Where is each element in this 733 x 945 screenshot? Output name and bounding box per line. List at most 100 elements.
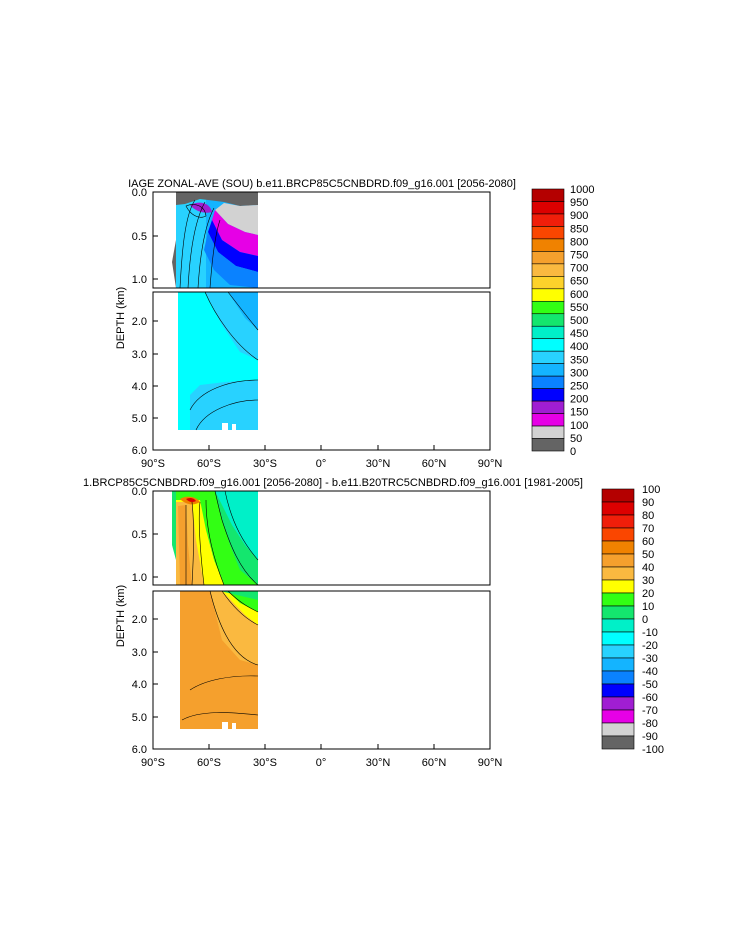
p1-xtick-3: 0° [316,458,327,470]
colorbar-box [531,251,565,265]
colorbar-box [601,618,635,633]
colorbar-box [531,375,565,389]
colorbar-label: 800 [570,236,588,248]
colorbar-label: 100 [642,484,660,496]
colorbar-label: 20 [642,588,654,600]
p2-ytick-4: 3.0 [132,647,147,659]
p2-xtick-4: 30°N [366,757,391,769]
p1-xtick-1: 60°S [197,458,221,470]
p1-xtick-2: 30°S [253,458,277,470]
panel1-field [172,192,259,431]
p1-ytick-5: 4.0 [132,381,147,393]
p2-core-red [186,497,196,503]
colorbar-box [601,566,635,581]
colorbar-label: 950 [570,197,588,209]
colorbar-label: 100 [570,420,588,432]
colorbar-label: 400 [570,341,588,353]
colorbar-label: 900 [570,210,588,222]
colorbar-box [531,276,565,290]
colorbar-box [531,413,565,427]
colorbar-label: 1000 [570,184,594,196]
panel2-title: 1.BRCP85C5CNBDRD.f09_g16.001 [2056-2080]… [83,477,583,489]
p1-ylabel: DEPTH (km) [115,287,127,349]
p2-xticks: 90°S 60°S 30°S 0° 30°N 60°N 90°N [141,757,502,769]
colorbar-box [531,238,565,252]
colorbar-label: -90 [642,731,658,743]
p2-ytick-2: 1.0 [132,572,147,584]
p1-xtick-0: 90°S [141,458,165,470]
colorbar-box [601,709,635,724]
colorbar-box [531,213,565,227]
colorbar-label: -40 [642,666,658,678]
p1-west-edge [172,240,176,288]
p2-ytick-7: 6.0 [132,744,147,756]
colorbar-label: 50 [570,433,582,445]
p2-contours [181,490,259,721]
colorbar-label: 90 [642,497,654,509]
colorbar-label: 0 [570,446,576,458]
p1-deep-light [190,380,258,430]
p2-orange [178,505,192,585]
colorbar-box [601,514,635,529]
colorbar-box [601,670,635,685]
colorbar-box [531,363,565,377]
colorbar-box [601,527,635,542]
colorbar-box [601,657,635,672]
p2-frame-upper [152,490,491,586]
colorbar-1: 1000950900850800750700650600550500450400… [531,184,594,458]
p1-contour-core [185,204,207,218]
colorbar-label: 350 [570,354,588,366]
colorbar-label: 200 [570,394,588,406]
p1-ytick-7: 6.0 [132,445,147,457]
colorbar-label: 10 [642,601,654,613]
colorbar-box [601,553,635,568]
colorbar-box [531,338,565,352]
p1-ytick-2: 1.0 [132,274,147,286]
colorbar-box [531,188,565,202]
p1-contours [179,199,259,431]
colorbar-label: 250 [570,381,588,393]
colorbar-label: 80 [642,510,654,522]
colorbar-label: 750 [570,250,588,262]
p1-xtick-6: 90°N [478,458,503,470]
p2-west-green [172,491,176,560]
colorbar-label: -70 [642,705,658,717]
colorbar-box [601,683,635,698]
colorbar-label: -10 [642,627,658,639]
colorbar-box [531,438,565,452]
colorbar-label: 500 [570,315,588,327]
colorbar-label: -50 [642,679,658,691]
p2-xtick-0: 90°S [141,757,165,769]
colorbar-label: -30 [642,653,658,665]
colorbar-box [531,226,565,240]
p2-xtick-6: 90°N [478,757,503,769]
colorbar-box [601,644,635,659]
colorbar-label: 650 [570,276,588,288]
colorbar-label: -80 [642,718,658,730]
colorbar-box [601,696,635,711]
colorbar-2: 1009080706050403020100-10-20-30-40-50-60… [601,484,664,756]
p1-light-grey [215,203,258,235]
colorbar-box [531,388,565,402]
p1-xticks: 90°S 60°S 30°S 0° 30°N 60°N 90°N [141,458,502,470]
colorbar-label: 150 [570,407,588,419]
colorbar-label: 850 [570,223,588,235]
p1-magenta [212,210,258,256]
colorbar-box [601,579,635,594]
p1-xtick-4: 30°N [366,458,391,470]
colorbar-label: 30 [642,575,654,587]
colorbar-label: -100 [642,744,664,756]
colorbar-box [601,592,635,607]
colorbar-box [601,722,635,737]
colorbar-box [531,425,565,439]
colorbar-box [531,288,565,302]
colorbar-box [531,201,565,215]
p2-ytick-3: 2.0 [132,614,147,626]
colorbar-box [531,350,565,364]
colorbar-box [601,735,635,750]
p1-ytick-3: 2.0 [132,316,147,328]
p1-purple-core [190,202,212,213]
p2-xtick-5: 60°N [422,757,447,769]
p1-frame-upper [152,191,491,289]
p2-xtick-3: 0° [316,757,327,769]
